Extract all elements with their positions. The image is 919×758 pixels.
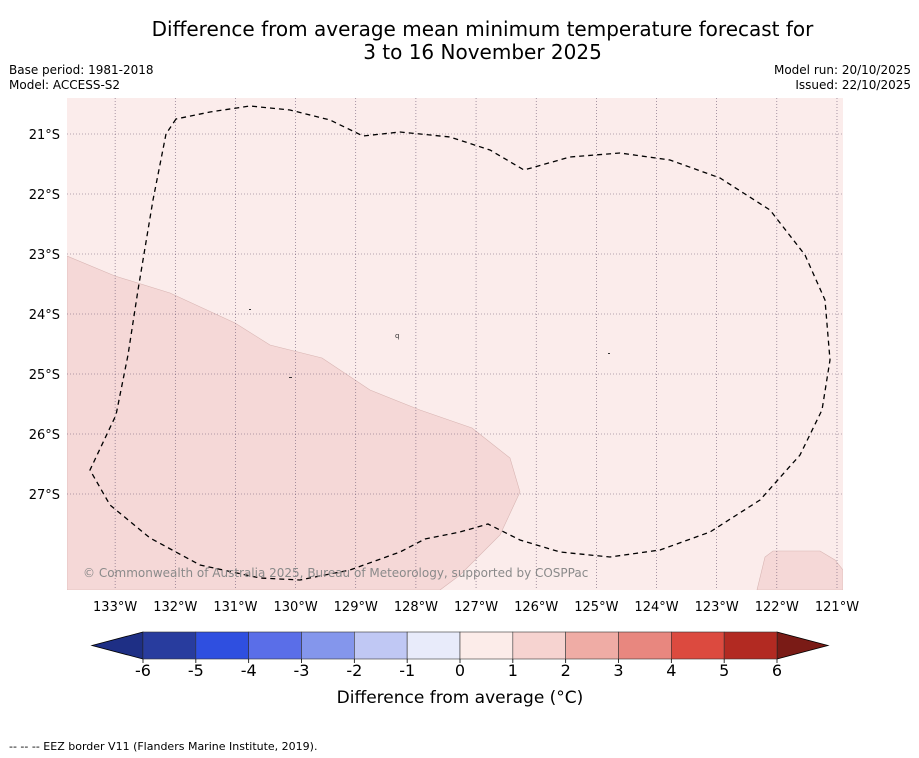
- longitude-label: 131°W: [213, 600, 257, 615]
- island-marker: q: [395, 332, 399, 340]
- colorbar-bin: [406, 631, 461, 660]
- longitude-label: 128°W: [394, 600, 438, 615]
- colorbar-bin: [301, 631, 355, 660]
- copyright-text: © Commonwealth of Australia 2025, Bureau…: [83, 566, 588, 580]
- eez-legend: -- -- -- EEZ border V11 (Flanders Marine…: [9, 740, 318, 753]
- colorbar-tick-label: 4: [666, 661, 676, 680]
- latitude-label: 25°S: [29, 368, 60, 383]
- meta-left: Base period: 1981-2018 Model: ACCESS-S2: [9, 63, 154, 93]
- longitude-label: 132°W: [153, 600, 197, 615]
- longitude-label: 122°W: [755, 600, 799, 615]
- colorbar-bin: [195, 631, 249, 660]
- colorbar-tick-label: -6: [135, 661, 151, 680]
- colorbar-tick-label: 1: [508, 661, 518, 680]
- colorbar: -6 -5 -4 -3 -2 -1 0 1 2 3 4 5 6: [90, 631, 830, 680]
- island-marker: [289, 377, 292, 378]
- model-run: Model run: 20/10/2025: [773, 63, 911, 77]
- latitude-label: 21°S: [29, 128, 60, 143]
- graticule: [67, 98, 843, 590]
- latitude-label: 23°S: [29, 248, 60, 263]
- colorbar-under-arrow: [90, 631, 144, 660]
- colorbar-tick-label: -2: [346, 661, 362, 680]
- issued-date: Issued: 22/10/2025: [795, 78, 911, 92]
- latitude-label: 27°S: [29, 488, 60, 503]
- colorbar-tick-label: -1: [399, 661, 415, 680]
- colorbar-tick-label: 0: [455, 661, 465, 680]
- colorbar-bin: [618, 631, 672, 660]
- latitude-label: 26°S: [29, 428, 60, 443]
- title-line-2: 3 to 16 November 2025: [363, 40, 602, 64]
- base-period: Base period: 1981-2018: [9, 63, 154, 77]
- region-southwest-patch: [67, 255, 521, 590]
- model-name: Model: ACCESS-S2: [9, 78, 121, 92]
- map-panel: q © Commonwealth of Australia 2025, Bure…: [29, 98, 859, 615]
- longitude-label: 124°W: [634, 600, 678, 615]
- longitude-label: 129°W: [334, 600, 378, 615]
- longitude-label: 121°W: [815, 600, 859, 615]
- colorbar-bin: [248, 631, 302, 660]
- colorbar-bin: [459, 631, 514, 660]
- longitude-label: 125°W: [574, 600, 618, 615]
- colorbar-tick-label: -3: [294, 661, 310, 680]
- colorbar-bin: [671, 631, 725, 660]
- latitude-label: 24°S: [29, 308, 60, 323]
- colorbar-bin: [512, 631, 566, 660]
- latitude-labels: 21°S 22°S 23°S 24°S 25°S 26°S 27°S: [29, 128, 60, 503]
- longitude-label: 127°W: [454, 600, 498, 615]
- colorbar-bin: [565, 631, 619, 660]
- longitude-label: 123°W: [695, 600, 739, 615]
- colorbar-tick-label: 2: [561, 661, 571, 680]
- colorbar-tick-label: 5: [719, 661, 729, 680]
- island-marker: [608, 353, 610, 354]
- colorbar-tick-label: -5: [188, 661, 204, 680]
- colorbar-tick-label: -4: [241, 661, 257, 680]
- map-title: Difference from average mean minimum tem…: [80, 18, 885, 64]
- island-marker: [249, 309, 251, 310]
- colorbar-label: Difference from average (°C): [336, 688, 584, 708]
- longitude-label: 133°W: [93, 600, 137, 615]
- longitude-labels: 133°W 132°W 131°W 130°W 129°W 128°W 127°W 126°W…: [93, 600, 859, 615]
- colorbar-over-arrow: [776, 631, 830, 660]
- longitude-label: 130°W: [274, 600, 318, 615]
- region-southeast-patch: [756, 550, 843, 590]
- colorbar-tick-label: 6: [772, 661, 782, 680]
- title-line-1: Difference from average mean minimum tem…: [151, 17, 814, 41]
- colorbar-bin: [354, 631, 408, 660]
- colorbar-bin: [142, 631, 197, 660]
- longitude-label: 126°W: [514, 600, 558, 615]
- meta-right: Model run: 20/10/2025 Issued: 22/10/2025: [774, 63, 911, 93]
- colorbar-tick-label: 3: [613, 661, 623, 680]
- latitude-label: 22°S: [29, 188, 60, 203]
- colorbar-bin: [723, 631, 778, 660]
